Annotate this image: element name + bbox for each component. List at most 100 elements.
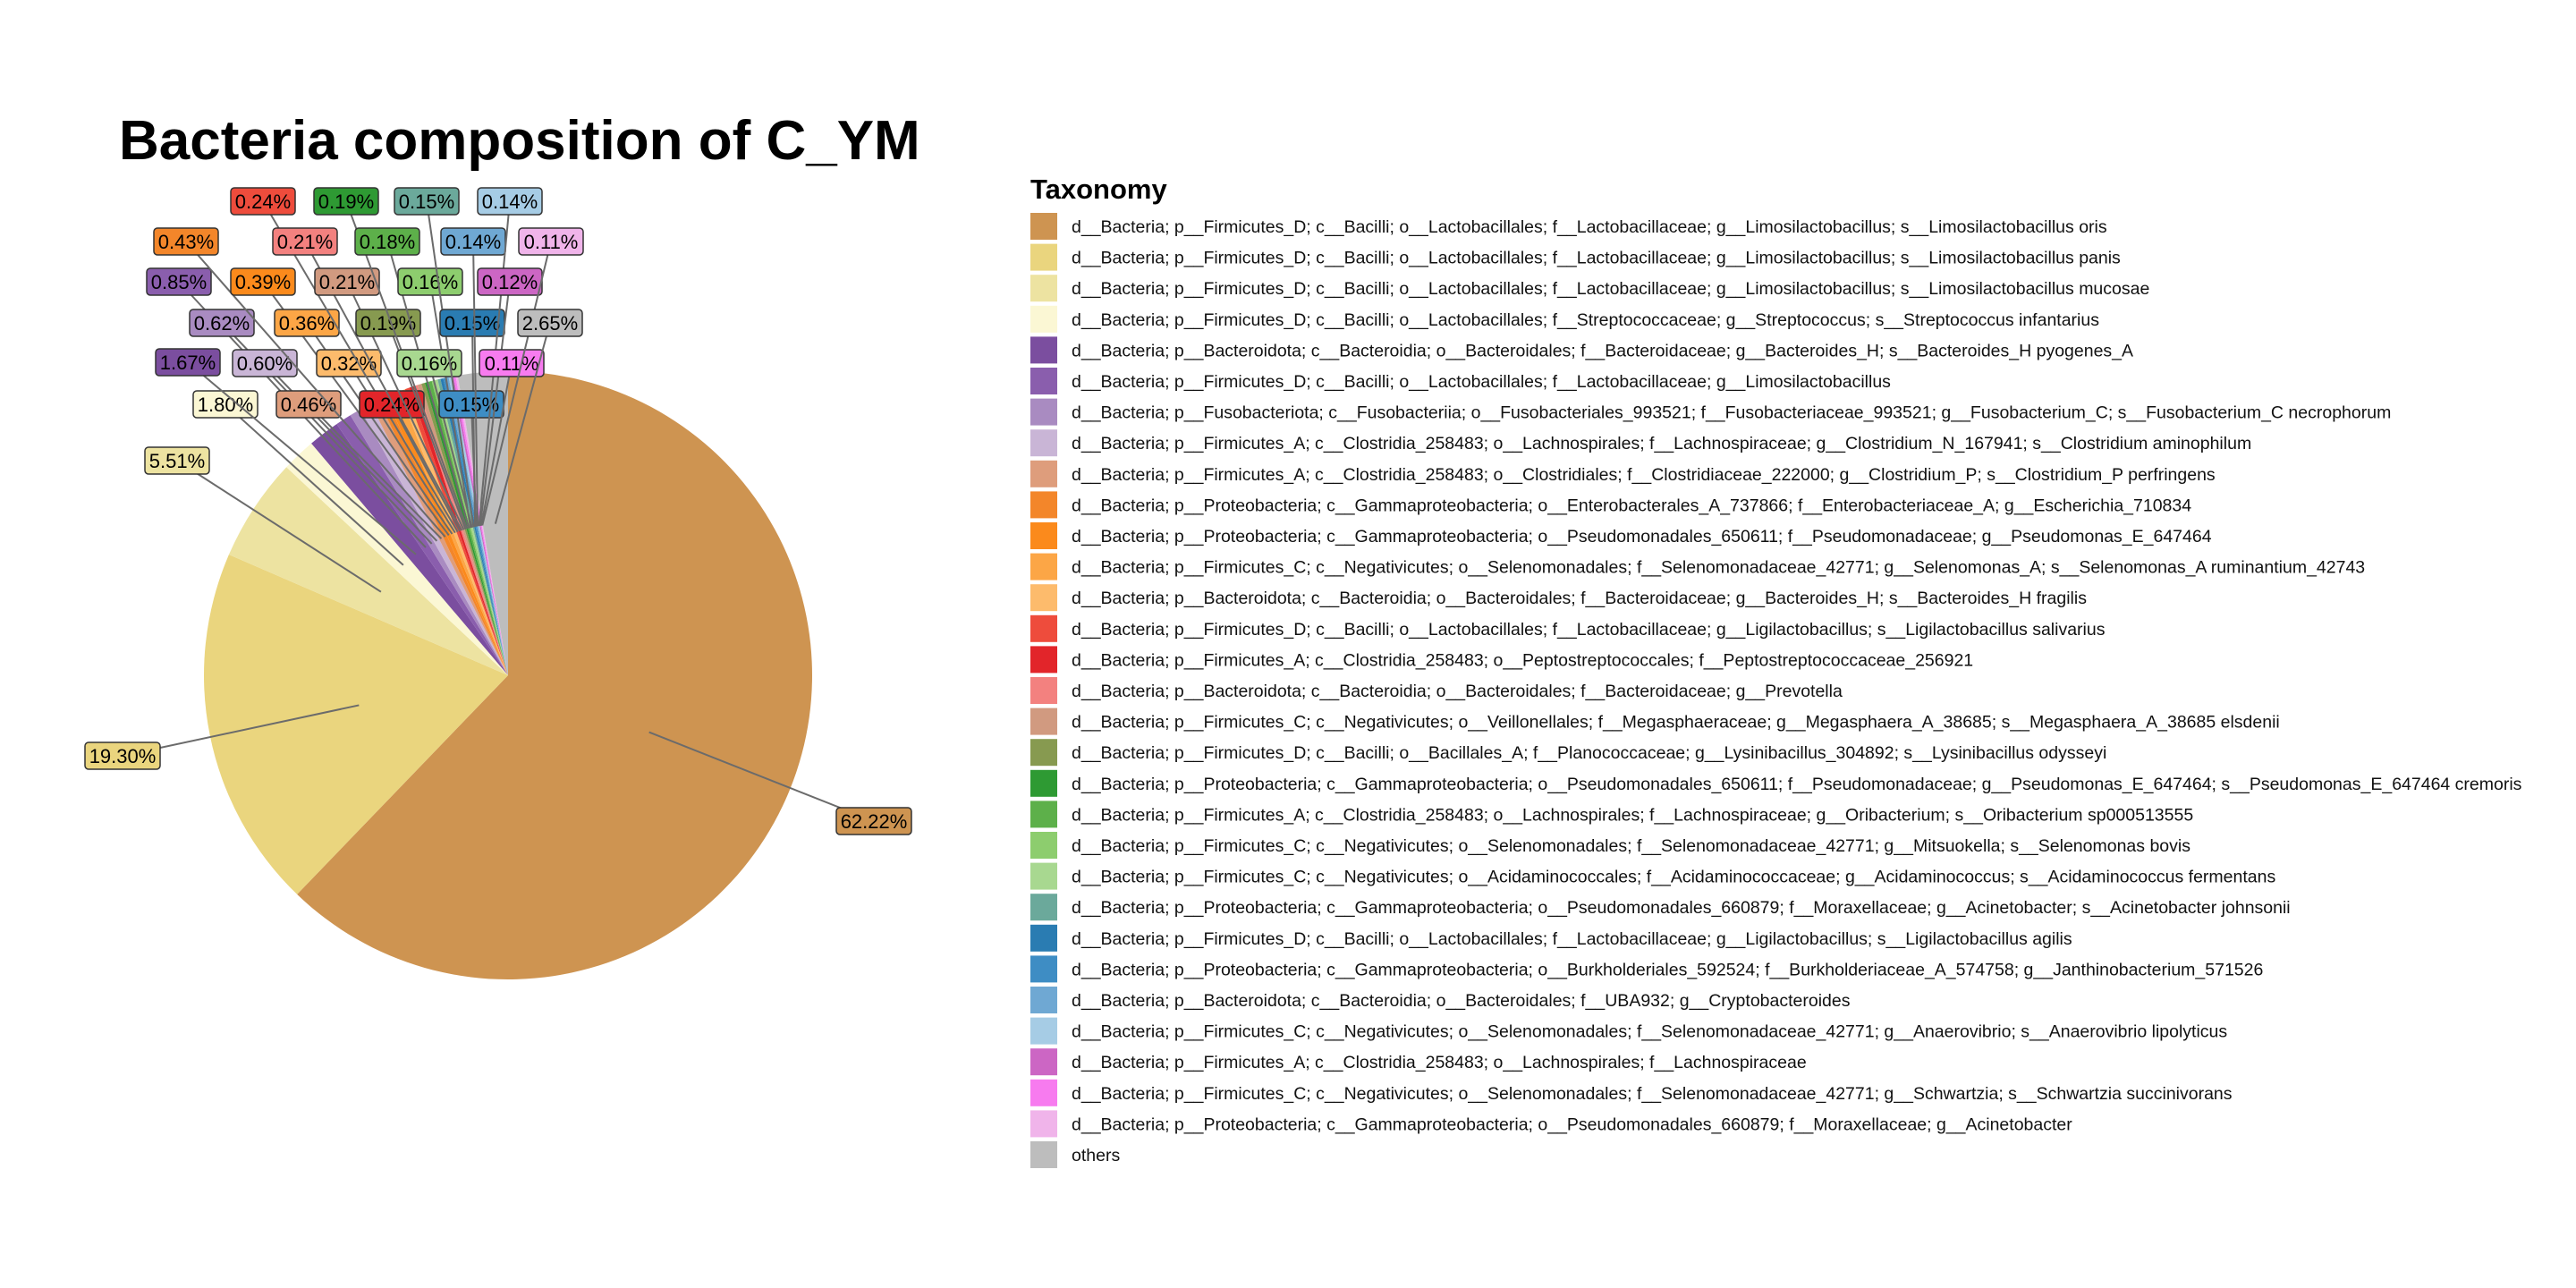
legend-label: d__Bacteria; p__Firmicutes_A; c__Clostri… (1072, 465, 2216, 485)
legend-label: d__Bacteria; p__Firmicutes_C; c__Negativ… (1072, 836, 2190, 856)
legend: d__Bacteria; p__Firmicutes_D; c__Bacilli… (1030, 213, 2522, 1168)
pie-slice (204, 555, 508, 894)
legend-swatch (1030, 336, 1057, 364)
leader-line (187, 361, 417, 555)
pct-label-box (316, 349, 382, 377)
pct-label: 0.46% (281, 394, 336, 416)
pct-label-box (232, 349, 298, 377)
legend-swatch (1030, 614, 1057, 642)
legend-swatch (1030, 275, 1057, 302)
legend-swatch (1030, 801, 1057, 828)
legend-swatch (1030, 368, 1057, 394)
legend-label: d__Bacteria; p__Proteobacteria; c__Gamma… (1072, 775, 2522, 794)
pct-label-box (230, 267, 296, 296)
legend-label: d__Bacteria; p__Firmicutes_D; c__Bacilli… (1072, 217, 2107, 237)
leader-line (262, 200, 459, 533)
pct-label: 2.65% (522, 312, 578, 335)
leader-line (648, 731, 875, 822)
leader-line (225, 403, 404, 566)
legend-swatch (1030, 677, 1057, 704)
legend-swatch (1030, 1079, 1057, 1106)
pct-label-box (230, 187, 296, 216)
legend-swatch (1030, 832, 1057, 859)
legend-swatch (1030, 584, 1057, 612)
legend-label: d__Bacteria; p__Firmicutes_C; c__Negativ… (1072, 558, 2365, 578)
pct-label-box (396, 349, 462, 377)
pct-label-box (477, 187, 543, 216)
pct-label: 0.21% (319, 271, 375, 293)
leader-line (494, 322, 551, 524)
legend-label: d__Bacteria; p__Firmicutes_A; c__Clostri… (1072, 1053, 1807, 1072)
pct-label-box (192, 390, 258, 419)
pct-label-box (153, 227, 219, 256)
legend-label: d__Bacteria; p__Firmicutes_C; c__Negativ… (1072, 1084, 2233, 1104)
pct-label: 0.39% (235, 271, 291, 293)
legend-swatch (1030, 305, 1057, 333)
legend-label: others (1072, 1146, 1120, 1165)
legend-swatch (1030, 1048, 1057, 1076)
legend-label: d__Bacteria; p__Fusobacteriota; c__Fusob… (1072, 403, 2391, 423)
legend-label: d__Bacteria; p__Proteobacteria; c__Gamma… (1072, 527, 2212, 547)
legend-label: d__Bacteria; p__Bacteroidota; c__Bactero… (1072, 341, 2133, 360)
pct-label: 0.12% (482, 271, 538, 293)
pct-label: 1.67% (160, 352, 216, 374)
pie-labels: 62.22% 19.30% 5.51% 1.80% 1.67% 0.85% 0.62% 0.6… (84, 187, 912, 835)
pct-label: 0.43% (158, 231, 214, 253)
pct-label-box (189, 309, 255, 337)
pie-slices (204, 371, 812, 979)
pct-label: 62.22% (841, 810, 908, 833)
pct-label: 0.18% (360, 231, 415, 253)
legend-swatch (1030, 739, 1057, 767)
legend-swatch (1030, 894, 1057, 921)
legend-label: d__Bacteria; p__Firmicutes_D; c__Bacilli… (1072, 929, 2072, 949)
pct-label-box (518, 227, 584, 256)
legend-label: d__Bacteria; p__Firmicutes_A; c__Clostri… (1072, 805, 2193, 825)
pct-label-box (835, 807, 912, 835)
pct-label: 0.21% (277, 231, 333, 253)
leader-line (426, 200, 475, 528)
pct-label: 0.24% (235, 191, 291, 213)
pct-label-box (397, 267, 463, 296)
pct-label: 1.80% (198, 394, 253, 416)
pct-label: 0.16% (402, 271, 458, 293)
legend-swatch (1030, 769, 1057, 797)
legend-swatch (1030, 1017, 1057, 1045)
pct-label-box (354, 227, 420, 256)
pie-slice (336, 415, 508, 675)
pct-label: 0.24% (364, 394, 419, 416)
legend-swatch (1030, 1141, 1057, 1168)
legend-label: d__Bacteria; p__Firmicutes_D; c__Bacilli… (1072, 249, 2121, 268)
legend-swatch (1030, 522, 1057, 549)
legend-label: d__Bacteria; p__Proteobacteria; c__Gamma… (1072, 898, 2291, 918)
leader-line (481, 241, 552, 526)
leader-line (480, 362, 513, 526)
chart-title: Bacteria composition of C_YM (119, 110, 920, 172)
pct-label: 0.62% (194, 312, 250, 335)
pct-label-box (394, 187, 460, 216)
pct-label-box (517, 309, 583, 337)
pct-label-box (314, 267, 380, 296)
legend-swatch (1030, 398, 1057, 426)
pie-slice (386, 394, 508, 675)
legend-label: d__Bacteria; p__Firmicutes_C; c__Negativ… (1072, 868, 2275, 887)
legend-label: d__Bacteria; p__Firmicutes_D; c__Bacilli… (1072, 310, 2099, 330)
legend-swatch (1030, 429, 1057, 457)
pct-label-box (84, 741, 161, 770)
legend-swatch (1030, 1110, 1057, 1138)
legend-swatch (1030, 708, 1057, 735)
pie-slice (399, 389, 508, 675)
legend-swatch (1030, 491, 1057, 519)
legend-swatch (1030, 862, 1057, 890)
legend-swatch (1030, 243, 1057, 271)
legend-label: d__Bacteria; p__Bacteroidota; c__Bactero… (1072, 991, 1851, 1011)
legend-swatch (1030, 646, 1057, 674)
pie-slice (393, 391, 508, 675)
leader-line (391, 403, 461, 532)
pct-label-box (479, 349, 545, 377)
legend-swatch (1030, 213, 1057, 240)
pct-label: 0.11% (485, 352, 539, 375)
leader-line (470, 403, 478, 527)
pct-label-box (144, 446, 210, 475)
legend-label: d__Bacteria; p__Proteobacteria; c__Gamma… (1072, 1114, 2072, 1134)
pct-label: 0.15% (445, 312, 500, 335)
